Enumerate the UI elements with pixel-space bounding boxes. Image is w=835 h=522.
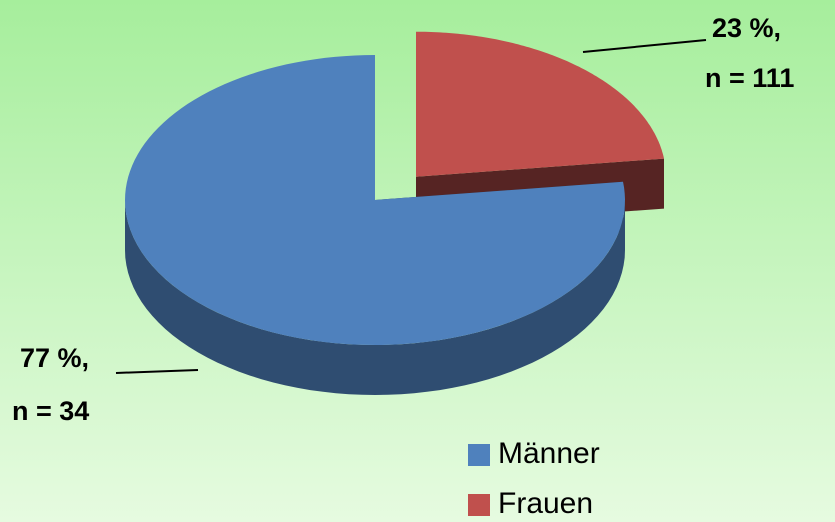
- slice: [416, 31, 664, 177]
- count-label: n = 111: [705, 63, 794, 93]
- legend-swatch: [468, 444, 490, 466]
- slice: [125, 55, 625, 345]
- legend-swatch: [468, 494, 490, 516]
- data-label: 77 %,: [20, 343, 89, 373]
- legend-label: Männer: [498, 437, 600, 470]
- leader-line: [582, 39, 707, 53]
- slice-side: [125, 200, 625, 395]
- data-label: 23 %,: [712, 13, 781, 43]
- legend-label: Frauen: [498, 487, 593, 520]
- count-label: n = 34: [12, 396, 89, 426]
- leader-line: [115, 369, 199, 374]
